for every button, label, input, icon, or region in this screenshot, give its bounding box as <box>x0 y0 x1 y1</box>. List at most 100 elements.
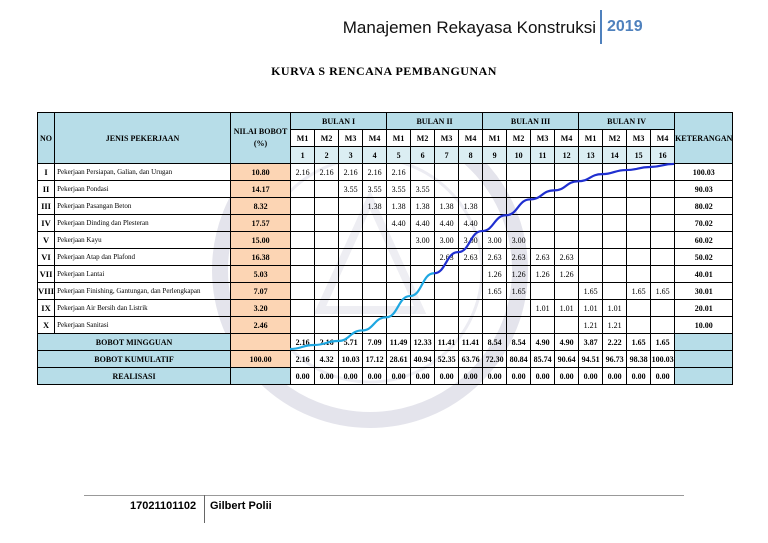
job-name: Pekerjaan Atap dan Plafond <box>54 248 232 266</box>
notes-value: 90.03 <box>674 180 734 198</box>
week-value-cell <box>290 231 316 249</box>
week-value-cell <box>410 299 436 317</box>
job-name: Pekerjaan Persiapan, Galian, dan Urugan <box>54 163 232 181</box>
week-value-cell <box>338 282 364 300</box>
job-weight: 16.38 <box>230 248 292 266</box>
week-value-cell <box>338 231 364 249</box>
week-value-cell: 1.01 <box>578 299 604 317</box>
summary-value: 0.00 <box>290 367 316 385</box>
summary-value: 0.00 <box>410 367 436 385</box>
week-value-cell <box>386 265 412 283</box>
week-value-cell: 4.40 <box>458 214 484 232</box>
week-value-cell <box>554 231 580 249</box>
summary-row-realisasi: REALISASI 0.00 0.00 0.00 0.00 0.00 0.00 0.00 0.0… <box>36 367 734 385</box>
notes-value: 20.01 <box>674 299 734 317</box>
row-number: VII <box>36 265 56 283</box>
week-value-cell <box>410 282 436 300</box>
week-value-cell <box>650 163 676 181</box>
week-value-cell <box>290 299 316 317</box>
week-value-cell <box>338 214 364 232</box>
row-number: II <box>36 180 56 198</box>
summary-value: 90.64 <box>554 350 580 368</box>
week-value-cell <box>482 197 508 215</box>
week-value-cell <box>290 265 316 283</box>
week-number: 1 <box>290 146 316 164</box>
week-value-cell: 1.21 <box>578 316 604 334</box>
week-label: M4 <box>554 129 580 147</box>
week-value-cell: 3.55 <box>362 180 388 198</box>
summary-value: 2.16 <box>290 350 316 368</box>
job-name: Pekerjaan Air Bersih dan Listrik <box>54 299 232 317</box>
summary-value: 2.16 <box>314 333 340 351</box>
week-value-cell <box>650 299 676 317</box>
notes-value: 30.01 <box>674 282 734 300</box>
week-value-cell <box>506 316 532 334</box>
job-name: Pekerjaan Pondasi <box>54 180 232 198</box>
summary-value: 0.00 <box>578 367 604 385</box>
week-number: 2 <box>314 146 340 164</box>
summary-value: 98.38 <box>626 350 652 368</box>
summary-value: 7.09 <box>362 333 388 351</box>
summary-value: 3.87 <box>578 333 604 351</box>
week-value-cell <box>578 163 604 181</box>
week-value-cell <box>410 265 436 283</box>
week-value-cell <box>314 197 340 215</box>
week-value-cell <box>626 231 652 249</box>
week-value-cell <box>626 197 652 215</box>
week-value-cell: 4.40 <box>410 214 436 232</box>
week-value-cell <box>602 197 628 215</box>
week-value-cell <box>554 163 580 181</box>
summary-value: 63.76 <box>458 350 484 368</box>
week-label: M3 <box>338 129 364 147</box>
summary-value: 4.90 <box>530 333 556 351</box>
summary-value: 4.32 <box>314 350 340 368</box>
row-number: VIII <box>36 282 56 300</box>
week-value-cell: 3.00 <box>506 231 532 249</box>
week-value-cell <box>626 299 652 317</box>
week-value-cell <box>338 316 364 334</box>
job-name: Pekerjaan Dinding dan Plesteran <box>54 214 232 232</box>
week-value-cell: 2.63 <box>458 248 484 266</box>
week-value-cell <box>386 231 412 249</box>
summary-notes-blank <box>674 367 734 385</box>
row-number: III <box>36 197 56 215</box>
week-value-cell: 1.65 <box>506 282 532 300</box>
week-value-cell <box>434 163 460 181</box>
week-value-cell: 1.26 <box>530 265 556 283</box>
week-value-cell: 1.38 <box>386 197 412 215</box>
week-label: M4 <box>362 129 388 147</box>
week-value-cell <box>554 282 580 300</box>
week-value-cell <box>338 248 364 266</box>
week-value-cell <box>290 180 316 198</box>
week-value-cell <box>458 163 484 181</box>
footer-name: Gilbert Polii <box>210 500 272 512</box>
week-value-cell <box>362 265 388 283</box>
week-number: 12 <box>554 146 580 164</box>
summary-value: 0.00 <box>602 367 628 385</box>
summary-value: 8.54 <box>482 333 508 351</box>
week-label: M1 <box>482 129 508 147</box>
week-value-cell: 3.55 <box>338 180 364 198</box>
week-value-cell: 3.55 <box>410 180 436 198</box>
table-row: V Pekerjaan Kayu 15.00 3.00 3.00 3.00 3.00 3.00… <box>36 231 734 249</box>
row-number: V <box>36 231 56 249</box>
week-label: M3 <box>434 129 460 147</box>
week-value-cell: 2.63 <box>506 248 532 266</box>
row-number: VI <box>36 248 56 266</box>
week-value-cell <box>602 163 628 181</box>
column-header-weight: NILAI BOBOT (%) <box>230 112 292 164</box>
week-value-cell <box>338 299 364 317</box>
week-value-cell <box>626 316 652 334</box>
week-value-cell: 1.38 <box>410 197 436 215</box>
week-value-cell <box>362 214 388 232</box>
week-value-cell <box>482 299 508 317</box>
week-value-cell <box>362 282 388 300</box>
week-label: M2 <box>602 129 628 147</box>
week-value-cell <box>362 299 388 317</box>
week-value-cell <box>554 214 580 232</box>
column-header-notes: KETERANGAN <box>674 112 734 164</box>
column-header-no: NO <box>36 112 56 164</box>
row-number: IV <box>36 214 56 232</box>
row-number: IX <box>36 299 56 317</box>
week-number: 9 <box>482 146 508 164</box>
